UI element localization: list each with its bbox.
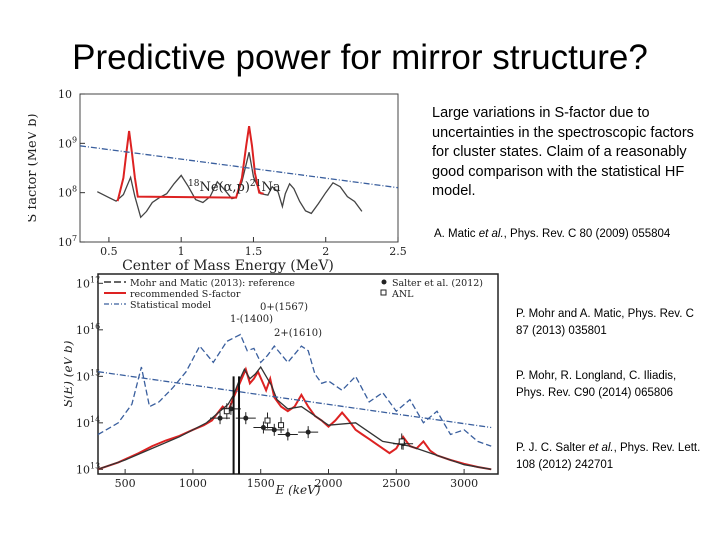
- anl-point: [264, 417, 271, 424]
- sfactor-plot-mohr: 1013 1014 1015 1016 1017 500 1000 1500 2000 2500…: [64, 273, 499, 497]
- legend-label-recommended: recommended S-factor: [130, 289, 241, 300]
- y-tick-label: 10: [58, 88, 72, 101]
- salter-point: [217, 415, 223, 421]
- slide-title: Predictive power for mirror structure?: [72, 38, 648, 77]
- x-tick-label: 500: [115, 477, 136, 490]
- anl-point: [223, 408, 230, 415]
- x-tick-label: 2: [322, 245, 329, 258]
- legend-marker-anl: [380, 289, 387, 296]
- y-tick-label: 109: [58, 135, 77, 150]
- salter-point: [285, 431, 291, 437]
- x-tick-label: 2000: [315, 477, 343, 490]
- plot1-xlabel: Center of Mass Energy (MeV): [122, 258, 334, 274]
- x-tick-label: 2.5: [389, 245, 407, 258]
- salter-point: [260, 424, 266, 430]
- legend-label-reference: Mohr and Matic (2013): reference: [130, 278, 295, 289]
- annot-0plus-1567: 0+(1567): [260, 302, 308, 313]
- x-tick-label: 1000: [179, 477, 207, 490]
- series-line-statistical-model: [97, 371, 492, 429]
- legend-marker-salter: [381, 279, 387, 285]
- annot-2plus-1610: 2+(1610): [274, 328, 322, 339]
- y-tick-label: 108: [58, 185, 77, 200]
- series-line-mohr-and-matic-2013-reference: [97, 365, 492, 470]
- plot2-legend: Mohr and Matic (2013): reference recomme…: [104, 278, 483, 311]
- y-tick-label: 1014: [76, 415, 100, 430]
- series-line-red-peaks: [116, 125, 264, 202]
- y-tick-label: 1017: [76, 275, 100, 290]
- y-tick-label: 1013: [76, 461, 100, 476]
- reference-mohr-matic: P. Mohr and A. Matic, Phys. Rev. C 87 (2…: [516, 308, 694, 337]
- series-line-statistical-model: [79, 145, 399, 189]
- plot2-xlabel: E (keV): [275, 483, 321, 497]
- plot1-frame: [79, 93, 399, 243]
- plot2-ylabel: S(E) (eV b): [64, 340, 75, 407]
- reference-salter: P. J. C. Salter et al., Phys. Rev. Lett.…: [516, 442, 701, 471]
- salter-point: [243, 415, 249, 421]
- salter-point: [271, 427, 277, 433]
- x-tick-label: 1.5: [245, 245, 262, 258]
- reference-mohr-longland-iliadis: P. Mohr, R. Longland, C. Iliadis, Phys. …: [516, 370, 677, 399]
- y-tick-label: 107: [58, 234, 77, 249]
- x-tick-label: 0.5: [100, 245, 118, 258]
- annot-1minus-1400: 1-(1400): [230, 314, 273, 325]
- plot1-annotation: 18Ne(α,p)21Na: [188, 179, 281, 195]
- y-tick-label: 1015: [76, 368, 100, 383]
- description-text: Large variations in S-factor due to unce…: [432, 105, 694, 199]
- legend-label-anl: ANL: [391, 289, 414, 300]
- legend-label-statistical: Statistical model: [130, 300, 211, 311]
- x-tick-label: 2500: [382, 477, 410, 490]
- x-tick-label: 1500: [247, 477, 275, 490]
- reference-matic: A. Matic et al., Phys. Rev. C 80 (2009) …: [434, 228, 671, 240]
- sfactor-plot-matic: 107 108 109 10 0.5 1 1.5 2 2.5 S factor (MeV b)…: [28, 88, 407, 274]
- y-tick-label: 1016: [76, 322, 100, 337]
- legend-label-salter: Salter et al. (2012): [392, 278, 483, 289]
- x-tick-label: 3000: [450, 477, 478, 490]
- x-tick-label: 1: [178, 245, 185, 258]
- series-line-upper-blue: [97, 333, 492, 447]
- plot1-ylabel: S factor (MeV b): [28, 113, 40, 222]
- anl-point: [398, 438, 405, 445]
- salter-point: [305, 429, 311, 435]
- anl-point: [278, 422, 285, 429]
